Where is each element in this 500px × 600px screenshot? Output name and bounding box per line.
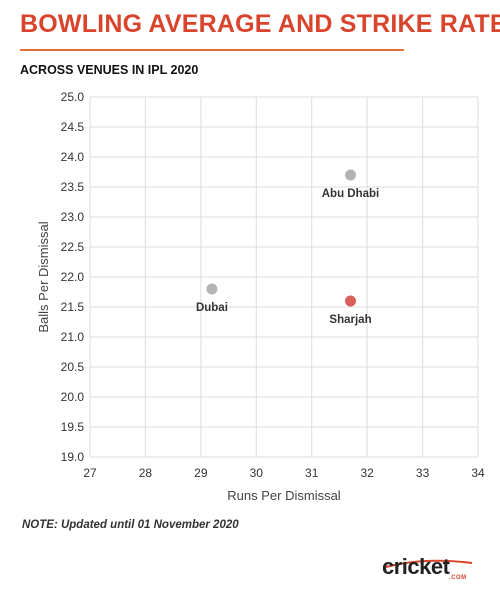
- data-point-label: Abu Dhabi: [322, 188, 380, 200]
- y-tick-label: 19.0: [61, 450, 85, 464]
- x-tick-label: 32: [360, 466, 374, 480]
- x-axis-ticks: 27 28 29 30 31 32 33 34: [83, 466, 485, 480]
- logo-swoosh-icon: [385, 559, 473, 568]
- y-tick-label: 22.0: [61, 270, 85, 284]
- x-tick-label: 30: [250, 466, 264, 480]
- x-tick-label: 31: [305, 466, 319, 480]
- cricket-com-logo: cricket .COM: [382, 554, 482, 584]
- y-tick-label: 20.5: [61, 360, 85, 374]
- x-tick-label: 34: [471, 466, 485, 480]
- y-tick-label: 20.0: [61, 390, 85, 404]
- chart-title: BOWLING AVERAGE AND STRIKE RATE: [20, 10, 500, 38]
- data-point: [345, 169, 357, 181]
- y-tick-label: 22.5: [61, 240, 85, 254]
- x-tick-label: 27: [83, 466, 97, 480]
- scatter-chart: 19.0 19.5 20.0 20.5 21.0 21.5 22.0 22.5 23.0 23.5…: [36, 90, 485, 500]
- y-tick-label: 25.0: [61, 90, 85, 104]
- x-tick-label: 33: [416, 466, 430, 480]
- data-points: Abu Dhabi Dubai Sharjah: [196, 169, 380, 326]
- chart-subtitle: ACROSS VENUES IN IPL 2020: [20, 63, 199, 77]
- logo-sub: .COM: [449, 575, 467, 581]
- y-tick-label: 19.5: [61, 420, 85, 434]
- data-point-label: Dubai: [196, 302, 228, 314]
- y-tick-label: 23.5: [61, 180, 85, 194]
- data-point: [345, 295, 357, 307]
- title-underline: [20, 49, 404, 51]
- x-tick-label: 29: [194, 466, 208, 480]
- footnote: NOTE: Updated until 01 November 2020: [22, 519, 239, 531]
- grid-lines: [89, 96, 479, 458]
- y-tick-label: 23.0: [61, 210, 85, 224]
- y-tick-label: 21.0: [61, 330, 85, 344]
- y-axis-label: Balls Per Dismissal: [36, 221, 51, 332]
- y-axis-ticks: 19.0 19.5 20.0 20.5 21.0 21.5 22.0 22.5 23.0 23.5…: [61, 90, 85, 464]
- x-tick-label: 28: [139, 466, 153, 480]
- data-point: [206, 283, 218, 295]
- y-tick-label: 24.5: [61, 120, 85, 134]
- data-point-label: Sharjah: [329, 314, 371, 326]
- logo-word: cricket: [382, 554, 450, 579]
- y-tick-label: 24.0: [61, 150, 85, 164]
- x-axis-label: Runs Per Dismissal: [227, 488, 341, 500]
- y-tick-label: 21.5: [61, 300, 85, 314]
